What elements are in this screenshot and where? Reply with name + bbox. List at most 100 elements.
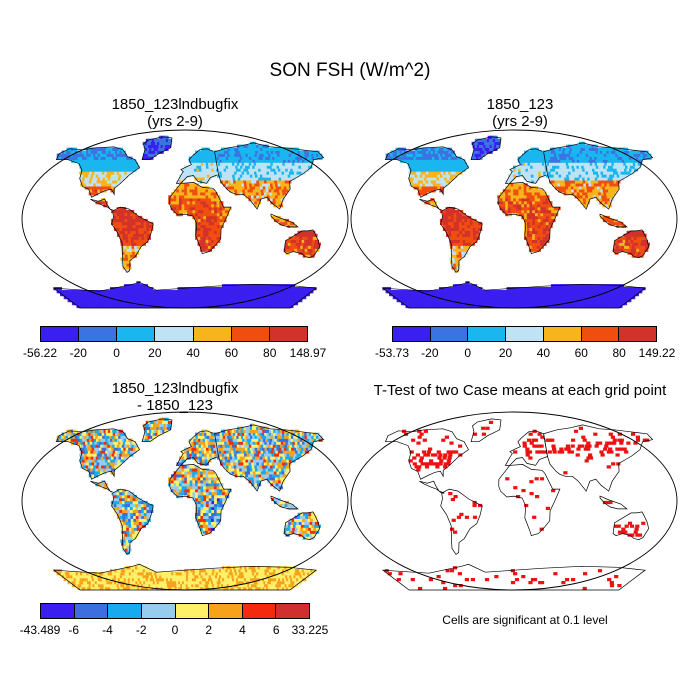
map3-na-cells	[56, 429, 140, 478]
map3-gl-outline	[141, 418, 173, 443]
map1-as-outline	[214, 142, 325, 210]
map1-gl-outline	[141, 136, 173, 161]
map4-eu-outline	[504, 430, 548, 466]
map2-na-cells	[385, 147, 469, 196]
map1-af-outline	[169, 182, 232, 255]
colorbar-2-swatch-4	[543, 327, 582, 341]
map3-globe-frame	[21, 411, 349, 591]
map1-an-outline	[52, 281, 318, 309]
colorbar-1-label-6: 80	[263, 346, 277, 360]
colorbar-1-swatch-3	[155, 327, 194, 341]
map1-au-outline	[283, 229, 320, 258]
map3-as-cells	[213, 423, 323, 490]
colorbar-3-swatch-7	[276, 604, 309, 618]
map4-an-outline	[381, 563, 647, 591]
map2-eu-cells	[505, 147, 548, 184]
colorbar-panel-3-labels: -43.489 -6 -4 -2 0 2 4 6 33.225	[20, 623, 329, 637]
panel-1-title: 1850_123lndbugfix (yrs 2-9)	[40, 96, 310, 130]
map3-as-outline	[214, 424, 325, 492]
colorbar-3-swatch-4	[175, 604, 210, 618]
colorbar-panel-1-labels: -56.22 -20 0 20 40 60 80 148.97	[23, 346, 326, 360]
colorbar-1-label-5: 60	[224, 346, 239, 360]
map3-eu-cells	[176, 429, 219, 466]
colorbar-1-label-7: 148.97	[289, 346, 327, 360]
colorbar-panel-2	[392, 326, 657, 342]
colorbar-2-swatch-1	[430, 327, 469, 341]
panel-3-title: 1850_123lndbugfix - 1850_123	[40, 380, 310, 414]
map2-as-outline	[543, 142, 654, 210]
map3-sea-cells	[271, 497, 297, 510]
colorbar-2-label-2: 0	[464, 346, 472, 360]
map4-sa-outline	[440, 488, 483, 555]
colorbar-2-label-0: -53.73	[374, 346, 410, 360]
colorbar-3-label-2: -4	[102, 623, 113, 637]
colorbar-2-swatch-2	[468, 327, 507, 341]
map4-globe-frame	[350, 411, 678, 591]
map3-au-outline	[283, 511, 320, 540]
colorbar-2-label-1: -20	[421, 346, 439, 360]
colorbar-1-label-3: 20	[148, 346, 162, 360]
panel-2-title-line2: (yrs 2-9)	[492, 113, 548, 130]
map2-sa-outline	[440, 206, 483, 273]
map-panel-3	[21, 411, 349, 591]
map4-gl-outline	[470, 418, 502, 443]
colorbar-1-swatch-6	[269, 327, 307, 341]
colorbar-2-label-7: 149.22	[638, 346, 676, 360]
colorbar-3-swatch-6	[242, 604, 277, 618]
map4-an-cells	[384, 566, 622, 591]
colorbar-1-label-4: 40	[186, 346, 200, 360]
map4-af-outline	[498, 464, 561, 537]
map3-an-cells	[53, 563, 317, 591]
map4-au-cells	[614, 521, 646, 537]
map2-eu-outline	[504, 148, 548, 184]
map-panel-2	[350, 129, 678, 309]
map3-sea-outline	[270, 495, 299, 510]
map-panel-1	[21, 129, 349, 309]
colorbar-3-swatch-2	[108, 604, 142, 618]
main-title: SON FSH (W/m^2)	[269, 60, 431, 81]
colorbar-2-label-6: 80	[612, 346, 626, 360]
colorbar-panel-3	[40, 603, 310, 619]
map1-na-cells	[56, 147, 140, 196]
map1-eu-outline	[175, 148, 219, 184]
colorbar-2-swatch-5	[581, 327, 620, 341]
colorbar-3-label-5: 2	[205, 623, 213, 637]
map4-sea-cells	[602, 500, 613, 505]
colorbar-panel-2-labels: -53.73 -20 0 20 40 60 80 149.22	[375, 346, 675, 360]
map1-as-cells	[213, 141, 323, 208]
map4-gl-cells	[472, 420, 494, 436]
map1-sa-outline	[111, 206, 154, 273]
panel-4-title: T-Test of two Case means at each grid po…	[373, 382, 667, 399]
panel-3-title-line1: 1850_123lndbugfix	[111, 380, 239, 397]
map4-af-cells	[505, 477, 556, 531]
colorbar-3-swatch-0	[41, 604, 75, 618]
map2-an-cells	[382, 281, 646, 309]
map2-as-cells	[542, 141, 652, 208]
colorbar-1-label-2: 0	[113, 346, 120, 360]
colorbar-3-swatch-3	[141, 604, 176, 618]
map2-au-outline	[612, 229, 649, 258]
map3-af-outline	[169, 464, 232, 537]
map4-sea-outline	[599, 495, 628, 510]
map1-gl-cells	[142, 135, 173, 160]
map2-sea-outline	[599, 213, 628, 228]
map3-sa-cells	[110, 489, 154, 555]
panel-2-title: 1850_123 (yrs 2-9)	[385, 96, 655, 130]
map4-na-outline	[384, 428, 469, 480]
map3-gl-cells	[142, 417, 173, 442]
map2-gl-cells	[471, 135, 502, 160]
colorbar-2-label-3: 20	[498, 346, 513, 360]
colorbar-1-swatch-5	[231, 327, 270, 341]
panel-2-title-line1: 1850_123	[486, 96, 554, 113]
map3-af-cells	[168, 465, 232, 534]
map4-ca-outline	[419, 480, 445, 494]
map2-na-outline	[384, 146, 469, 198]
map2-af-outline	[498, 182, 561, 255]
colorbar-3-swatch-1	[74, 604, 109, 618]
colorbar-2-label-4: 40	[536, 346, 551, 360]
colorbar-1-swatch-4	[193, 327, 232, 341]
panel-1-title-line2: (yrs 2-9)	[147, 113, 203, 130]
colorbar-3-label-6: 4	[239, 623, 246, 637]
map-panel-4	[350, 411, 678, 591]
colorbar-3-label-4: 0	[171, 623, 179, 637]
